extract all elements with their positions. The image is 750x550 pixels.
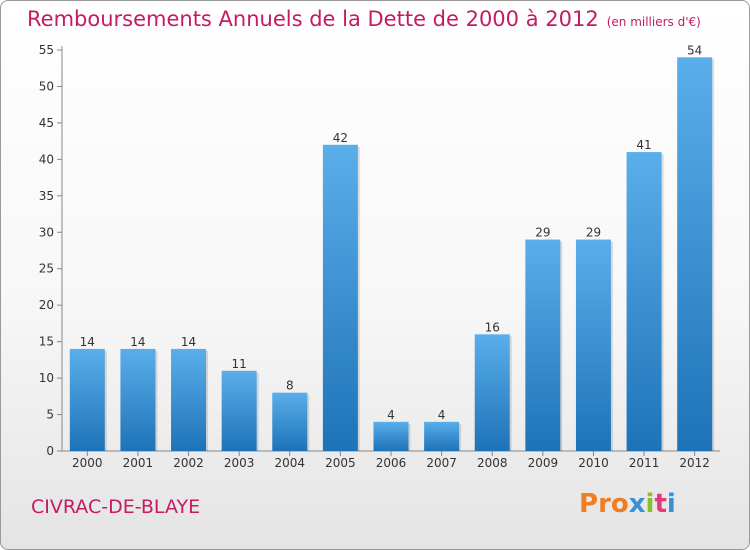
x-tick-label: 2010 xyxy=(578,456,609,470)
logo-letter: i xyxy=(645,489,655,519)
unit-note: (en milliers d'€) xyxy=(606,15,701,29)
bar xyxy=(272,392,308,451)
bar xyxy=(626,152,662,451)
data-label: 29 xyxy=(535,226,550,240)
bar xyxy=(424,421,460,451)
data-labels-group: 14 14 14 11 8 42 4 4 16 29 29 41 54 xyxy=(80,43,703,422)
bar xyxy=(322,144,358,452)
logo-letter: o xyxy=(610,489,629,519)
proxiti-logo: Proxiti xyxy=(579,489,676,519)
y-tick-label: 55 xyxy=(39,43,54,57)
x-tick-label: 2008 xyxy=(477,456,508,470)
logo-letter: i xyxy=(666,489,676,519)
x-tick-label: 2011 xyxy=(629,456,660,470)
logo-letter: r xyxy=(598,489,611,519)
y-axis: 0 5 10 15 20 25 30 35 40 45 50 55 xyxy=(39,43,63,458)
bars-group xyxy=(69,57,715,452)
data-label: 14 xyxy=(130,335,145,349)
y-tick-label: 0 xyxy=(46,444,54,458)
y-tick-label: 35 xyxy=(39,189,54,203)
commune-name: CIVRAC-DE-BLAYE xyxy=(31,496,201,518)
bar xyxy=(677,57,713,452)
x-tick-label: 2000 xyxy=(72,456,103,470)
x-tick-label: 2004 xyxy=(274,456,305,470)
data-label: 14 xyxy=(80,335,95,349)
bar xyxy=(474,334,510,451)
bar xyxy=(221,370,257,451)
data-label: 8 xyxy=(286,379,294,393)
x-tick-label: 2003 xyxy=(224,456,255,470)
bar xyxy=(120,348,156,451)
data-label: 41 xyxy=(636,138,651,152)
x-tick-label: 2009 xyxy=(528,456,559,470)
logo-letter: t xyxy=(654,489,667,519)
title-text: Remboursements Annuels de la Dette de 20… xyxy=(27,7,599,31)
y-tick-label: 50 xyxy=(39,79,54,93)
y-tick-label: 20 xyxy=(39,298,54,312)
data-label: 16 xyxy=(485,320,500,334)
x-tick-label: 2002 xyxy=(173,456,204,470)
bar xyxy=(575,239,611,451)
y-tick-label: 25 xyxy=(39,262,54,276)
data-label: 29 xyxy=(586,226,601,240)
chart-title: Remboursements Annuels de la Dette de 20… xyxy=(27,7,701,31)
y-tick-label: 5 xyxy=(46,408,54,422)
y-tick-label: 30 xyxy=(39,225,54,239)
logo-letter: x xyxy=(628,489,646,519)
x-tick-label: 2001 xyxy=(123,456,154,470)
data-label: 42 xyxy=(333,131,348,145)
y-tick-label: 45 xyxy=(39,116,54,130)
bar xyxy=(171,348,207,451)
data-label: 14 xyxy=(181,335,196,349)
data-label: 11 xyxy=(232,357,247,371)
logo-letter: P xyxy=(579,489,599,519)
x-tick-label: 2012 xyxy=(679,456,710,470)
data-label: 4 xyxy=(387,408,395,422)
data-label: 54 xyxy=(687,43,702,57)
y-tick-label: 10 xyxy=(39,371,54,385)
x-axis: 2000 2001 2002 2003 2004 2005 2006 2007 2008 2009… xyxy=(62,450,720,470)
x-tick-label: 2006 xyxy=(376,456,407,470)
y-tick-label: 15 xyxy=(39,335,54,349)
x-tick-label: 2007 xyxy=(426,456,457,470)
x-tick-label: 2005 xyxy=(325,456,356,470)
y-tick-label: 40 xyxy=(39,152,54,166)
bar xyxy=(69,348,105,451)
bar xyxy=(373,421,409,451)
data-label: 4 xyxy=(438,408,446,422)
bar xyxy=(525,239,561,451)
